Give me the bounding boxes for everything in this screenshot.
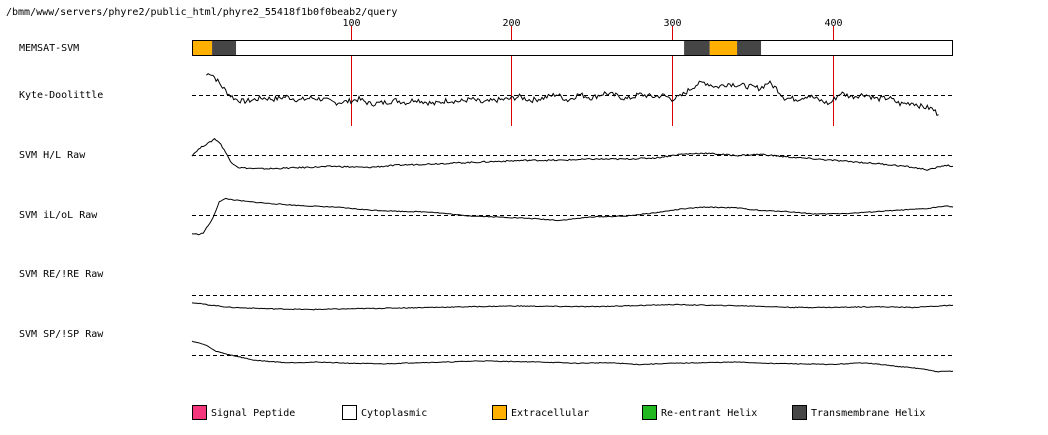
- position-ticks: 100 200 300 400: [342, 18, 843, 126]
- legend-swatch: [342, 405, 357, 420]
- track-label: SVM H/L Raw: [19, 150, 86, 161]
- legend-label: Re-entrant Helix: [661, 408, 757, 419]
- legend-label: Extracellular: [511, 408, 589, 419]
- legend-item-extracellular: Extracellular: [492, 405, 589, 420]
- memsat-segment-cytoplasmic: [761, 40, 953, 56]
- trace-line: [191, 302, 954, 311]
- legend-label: Transmembrane Helix: [811, 408, 925, 419]
- legend-swatch: [792, 405, 807, 420]
- position-tick-label: 400: [824, 18, 842, 29]
- position-tick-label: 100: [342, 18, 360, 29]
- legend-label: Cytoplasmic: [361, 408, 427, 419]
- track-svm-il-ol-raw: SVM iL/oL Raw: [19, 197, 954, 236]
- legend-item-cytoplasmic: Cytoplasmic: [342, 405, 427, 420]
- memsat-segment-transmembrane-helix: [684, 40, 710, 56]
- position-tick-label: 200: [502, 18, 520, 29]
- legend-item-signal-peptide: Signal Peptide: [192, 405, 295, 420]
- memsat-track: MEMSAT-SVM: [19, 40, 953, 56]
- position-tick-label: 300: [663, 18, 681, 29]
- track-svm-re-raw: SVM RE/!RE Raw: [19, 269, 954, 311]
- track-label: SVM SP/!SP Raw: [19, 329, 104, 340]
- trace-line: [191, 340, 954, 373]
- legend-swatch: [192, 405, 207, 420]
- legend-item-transmembrane-helix: Transmembrane Helix: [792, 405, 925, 420]
- track-svm-hl-raw: SVM H/L Raw: [19, 137, 954, 171]
- memsat-segment-transmembrane-helix: [737, 40, 762, 56]
- trace-line: [191, 137, 954, 171]
- legend-label: Signal Peptide: [211, 408, 295, 419]
- memsat-frame: [192, 40, 953, 56]
- legend-item-re-entrant-helix: Re-entrant Helix: [642, 405, 757, 420]
- memsat-segment-transmembrane-helix: [212, 40, 237, 56]
- legend: Signal Peptide Cytoplasmic Extracellular…: [192, 405, 925, 420]
- memsat-label: MEMSAT-SVM: [19, 43, 79, 54]
- track-kyte-doolittle: Kyte-Doolittle: [19, 72, 953, 116]
- track-label: Kyte-Doolittle: [19, 90, 103, 101]
- track-label: SVM RE/!RE Raw: [19, 269, 104, 280]
- legend-swatch: [492, 405, 507, 420]
- memsat-segment-cytoplasmic: [236, 40, 685, 56]
- memsat-segments: [192, 40, 953, 56]
- query-path: /bmm/www/servers/phyre2/public_html/phyr…: [6, 7, 397, 18]
- memsat-segment-extracellular: [192, 40, 213, 56]
- trace-line: [191, 197, 954, 236]
- legend-swatch: [642, 405, 657, 420]
- track-label: SVM iL/oL Raw: [19, 210, 98, 221]
- track-svm-sp-raw: SVM SP/!SP Raw: [19, 329, 954, 373]
- memsat-segment-extracellular: [709, 40, 738, 56]
- trace-line: [206, 72, 939, 116]
